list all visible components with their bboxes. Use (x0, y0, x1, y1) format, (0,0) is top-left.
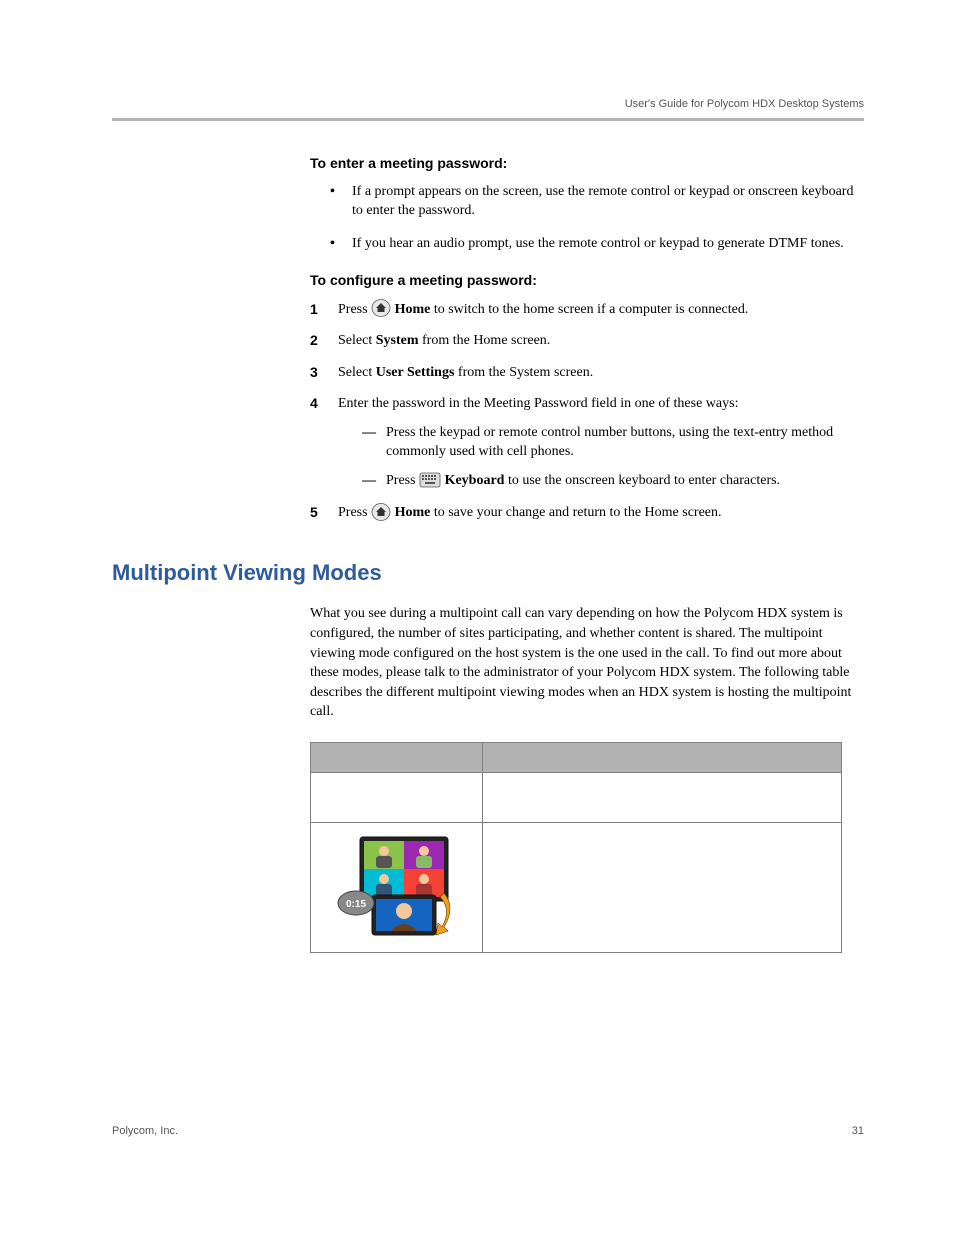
step-number: 3 (310, 363, 318, 383)
sub-text-prefix: Press (386, 473, 419, 488)
step-number: 5 (310, 503, 318, 523)
section-heading-multipoint: Multipoint Viewing Modes (112, 560, 864, 586)
table-cell-illustration: 0:15 (311, 822, 483, 952)
step-text-prefix: Press (338, 302, 371, 317)
table-row: 0:15 (311, 822, 842, 952)
list-item: If a prompt appears on the screen, use t… (330, 183, 864, 221)
step-number: 4 (310, 394, 318, 414)
sub-list: Press the keypad or remote control numbe… (362, 424, 864, 491)
table-cell (482, 822, 841, 952)
list-item: If you hear an audio prompt, use the rem… (330, 235, 864, 254)
subheading-enter-password: To enter a meeting password: (310, 155, 864, 171)
step-text-prefix: Press (338, 505, 371, 520)
body-paragraph: What you see during a multipoint call ca… (310, 604, 864, 722)
table-header-cell (482, 742, 841, 772)
step-text-bold: Home (395, 302, 431, 317)
table-header-row (311, 742, 842, 772)
home-icon (371, 299, 391, 317)
list-item: 3 Select User Settings from the System s… (310, 363, 864, 383)
content-block: To enter a meeting password: If a prompt… (310, 155, 864, 522)
header-rule (112, 118, 864, 121)
timer-text: 0:15 (346, 899, 366, 910)
header-title: User's Guide for Polycom HDX Desktop Sys… (625, 98, 864, 110)
bullet-list-enter: If a prompt appears on the screen, use t… (330, 183, 864, 254)
subheading-configure-password: To configure a meeting password: (310, 272, 864, 288)
step-text-bold: User Settings (376, 365, 455, 380)
home-icon (371, 503, 391, 521)
sub-text-suffix: to use the onscreen keyboard to enter ch… (504, 473, 780, 488)
footer-left: Polycom, Inc. (112, 1125, 178, 1137)
list-item: Press the keypad or remote control numbe… (362, 424, 864, 462)
list-item: 4 Enter the password in the Meeting Pass… (310, 394, 864, 490)
table-header-cell (311, 742, 483, 772)
footer-page-number: 31 (852, 1125, 864, 1137)
step-text: Enter the password in the Meeting Passwo… (338, 396, 738, 411)
step-text-suffix: to save your change and return to the Ho… (430, 505, 721, 520)
list-item: 5 Press Home to save your change and ret… (310, 503, 864, 523)
step-text-prefix: Select (338, 333, 376, 348)
step-text-prefix: Select (338, 365, 376, 380)
step-text-bold: System (376, 333, 419, 348)
table-row (311, 772, 842, 822)
list-item: 1 Press Home to switch to the home scree… (310, 300, 864, 320)
step-number: 2 (310, 331, 318, 351)
list-item: Press Keyboard to use the onscreen keybo… (362, 472, 864, 491)
page-footer: Polycom, Inc. 31 (112, 1125, 864, 1137)
step-text-suffix: to switch to the home screen if a comput… (430, 302, 748, 317)
table-cell (311, 772, 483, 822)
numbered-list-configure: 1 Press Home to switch to the home scree… (310, 300, 864, 523)
table-cell (482, 772, 841, 822)
multipoint-illustration-icon: 0:15 (336, 835, 456, 937)
page-container: User's Guide for Polycom HDX Desktop Sys… (0, 0, 954, 1235)
step-text-suffix: from the Home screen. (419, 333, 551, 348)
step-number: 1 (310, 300, 318, 320)
list-item: 2 Select System from the Home screen. (310, 331, 864, 351)
sub-text-bold: Keyboard (445, 473, 505, 488)
step-text-suffix: from the System screen. (454, 365, 593, 380)
keyboard-icon (419, 472, 441, 488)
step-text-bold: Home (395, 505, 431, 520)
viewing-modes-table: 0:15 (310, 742, 842, 953)
